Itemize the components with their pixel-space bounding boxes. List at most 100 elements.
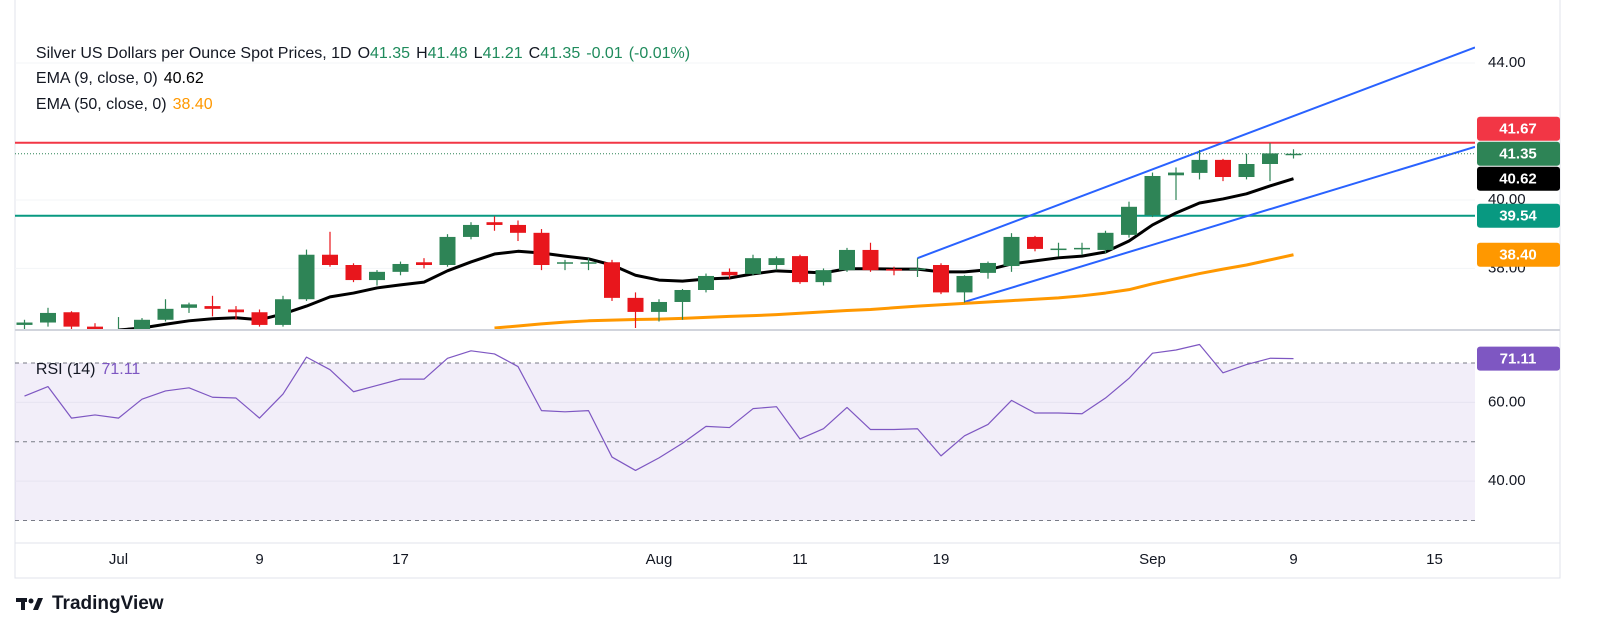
legend-value: 71.11 xyxy=(101,361,141,378)
candle-body xyxy=(533,232,550,266)
branding: TradingView xyxy=(16,593,164,615)
candle-body xyxy=(345,265,362,281)
price-badge-label: 40.62 xyxy=(1499,171,1537,188)
legend-name: RSI (14) xyxy=(35,361,96,378)
price-pane xyxy=(15,46,1475,329)
rsi-badge-label: 71.11 xyxy=(1500,351,1537,368)
ema-line xyxy=(118,177,1294,329)
candle-body xyxy=(604,262,620,298)
candle-body xyxy=(698,275,714,290)
candle-body xyxy=(792,256,808,283)
price-badge-label: 41.35 xyxy=(1499,146,1537,163)
x-tick-label: Jul xyxy=(109,551,128,568)
x-tick-label: Aug xyxy=(646,551,673,568)
candle-body xyxy=(651,301,667,312)
price-badge-label: 41.67 xyxy=(1499,121,1537,138)
candle-body xyxy=(1144,175,1161,216)
candle-body xyxy=(228,309,244,313)
candle-body xyxy=(486,222,503,225)
candle-body xyxy=(134,319,150,329)
candle-body xyxy=(956,275,973,293)
candle-body xyxy=(721,271,738,276)
candle-body xyxy=(909,268,926,270)
y-tick-label: 44.00 xyxy=(1488,54,1526,71)
ohlc-value: 41.35 xyxy=(370,45,411,62)
candle-body xyxy=(510,224,526,233)
y-tick-label: 40.00 xyxy=(1488,191,1526,208)
x-tick-label: 9 xyxy=(1289,551,1297,568)
legend-value: 40.62 xyxy=(163,70,204,87)
candle-body xyxy=(16,322,33,325)
candle-body xyxy=(439,236,456,266)
price-badge xyxy=(1477,116,1560,141)
candle-body xyxy=(181,304,197,308)
candle-body xyxy=(1168,172,1184,176)
candle-body xyxy=(1027,236,1043,249)
candle-body xyxy=(1074,247,1090,250)
legend-ema9: EMA (9, close, 0) 40.62 xyxy=(27,52,210,88)
legend-ema50: EMA (50, close, 0) 38.40 xyxy=(27,78,219,114)
legend-ohlc: Silver US Dollars per Ounce Spot Prices,… xyxy=(27,27,696,63)
candle-body xyxy=(1003,236,1020,267)
candle-body xyxy=(815,270,832,283)
change-percent: (-0.01%) xyxy=(628,45,691,62)
rsi-badge xyxy=(1477,346,1560,371)
price-badge-label: 38.40 xyxy=(1499,247,1537,264)
axes: Jul 9 17 Aug 11 19 Sep 9 1544.0040.0038.0060.004… xyxy=(109,54,1526,568)
candle-body xyxy=(886,269,902,271)
ohlc-label: L xyxy=(473,45,483,62)
y-tick-label: 60.00 xyxy=(1488,393,1526,410)
y-tick-label: 40.00 xyxy=(1488,472,1526,489)
rsi-pane xyxy=(15,343,1475,521)
candle-body xyxy=(463,224,479,237)
price-badge xyxy=(1477,166,1560,191)
trendline xyxy=(917,46,1475,260)
x-tick-label: 17 xyxy=(392,551,409,568)
candle-body xyxy=(1121,206,1137,235)
rsi-line xyxy=(24,343,1294,472)
legend-value: 38.40 xyxy=(172,96,213,113)
candle-body xyxy=(87,326,103,329)
price-grid xyxy=(15,62,1475,269)
trendline xyxy=(964,145,1475,303)
brand-name: TradingView xyxy=(52,593,164,614)
candle-body xyxy=(298,254,315,300)
ohlc-label: C xyxy=(528,45,541,62)
ema-line xyxy=(494,253,1294,329)
legend-rsi: RSI (14) 71.11 xyxy=(27,343,146,379)
candle-body xyxy=(980,262,996,273)
candle-body xyxy=(674,289,691,302)
candle-body xyxy=(1262,153,1278,164)
ohlc-label: O xyxy=(357,45,371,62)
candle-body xyxy=(1215,159,1231,178)
candle-body xyxy=(627,297,644,312)
ohlc-value: 41.48 xyxy=(427,45,468,62)
price-badges: 38.40 39.54 40.62 41.35 41.67 71.11 xyxy=(1477,116,1560,371)
candle-body xyxy=(933,265,949,293)
candle-body xyxy=(63,312,80,327)
x-tick-label: 11 xyxy=(792,551,808,568)
candle-body xyxy=(557,262,573,264)
candle-body xyxy=(369,271,385,281)
candle-body xyxy=(275,299,291,325)
price-badge xyxy=(1477,242,1560,267)
candle-body xyxy=(251,312,268,325)
candle-body xyxy=(1097,232,1114,250)
x-tick-label: 15 xyxy=(1426,551,1443,568)
candle-body xyxy=(416,262,432,266)
ohlc-value: 41.35 xyxy=(540,45,581,62)
x-tick-label: 9 xyxy=(255,551,263,568)
candle-body xyxy=(1238,164,1255,178)
candle-body xyxy=(392,263,409,272)
candle-body xyxy=(839,249,855,271)
candle-body xyxy=(1050,248,1067,251)
candle-body xyxy=(1285,153,1302,156)
candle-body xyxy=(768,258,785,266)
brand-logo xyxy=(16,598,43,610)
legend-name: EMA (50, close, 0) xyxy=(35,96,167,113)
candle-body xyxy=(1191,159,1208,173)
candle-body xyxy=(40,312,56,323)
legend-title: Silver US Dollars per Ounce Spot Prices,… xyxy=(35,45,352,62)
